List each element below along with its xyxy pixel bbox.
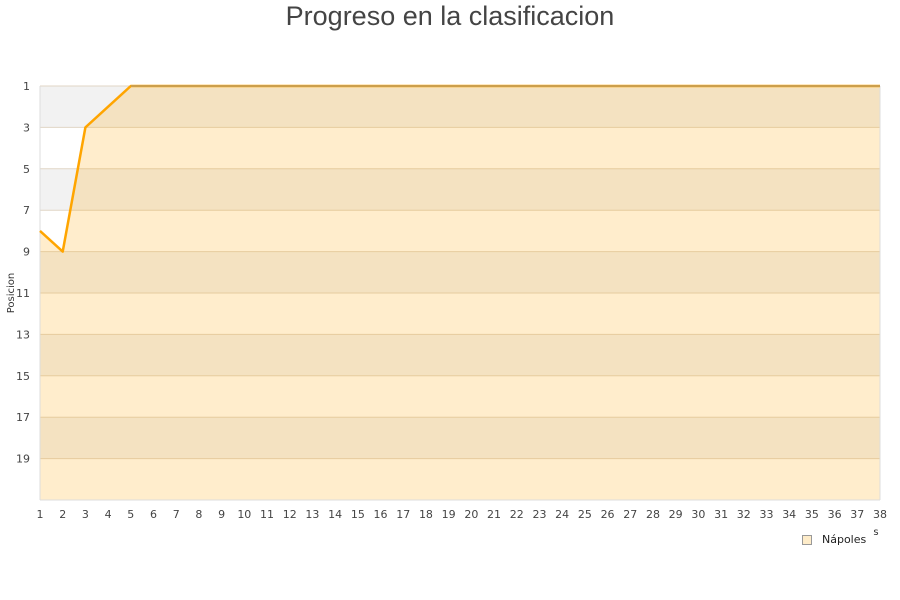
x-tick-label: 13 xyxy=(305,508,319,521)
series-area xyxy=(40,86,880,500)
x-tick-label: 33 xyxy=(759,508,773,521)
y-tick-label: 11 xyxy=(16,287,30,300)
grid-band xyxy=(40,127,880,169)
x-tick-label: 17 xyxy=(396,508,410,521)
chart-title: Progreso en la clasificacion xyxy=(285,1,615,31)
x-tick-label: 26 xyxy=(601,508,615,521)
x-tick-label: 2 xyxy=(59,508,66,521)
legend[interactable]: Nápoles xyxy=(802,533,866,546)
grid-band xyxy=(40,375,880,418)
y-tick-label: 9 xyxy=(23,246,30,259)
x-tick-label: 29 xyxy=(669,508,683,521)
grid-band xyxy=(40,417,880,459)
x-tick-label: 3 xyxy=(82,508,89,521)
x-tick-label: 8 xyxy=(195,508,202,521)
grid-band xyxy=(40,334,880,376)
y-tick-label: 17 xyxy=(16,411,30,424)
x-tick-label: 35 xyxy=(805,508,819,521)
x-tick-label: 37 xyxy=(850,508,864,521)
y-tick-label: 7 xyxy=(23,204,30,217)
y-tick-label: 3 xyxy=(23,121,30,134)
x-tick-label: 30 xyxy=(691,508,705,521)
x-tick-label: 4 xyxy=(105,508,112,521)
x-tick-label: 6 xyxy=(150,508,157,521)
grid-band xyxy=(40,293,880,335)
x-tick-label: 9 xyxy=(218,508,225,521)
legend-label: Nápoles xyxy=(822,533,867,546)
grid-band xyxy=(40,210,880,252)
x-tick-label: 34 xyxy=(782,508,796,521)
x-tick-label: 12 xyxy=(283,508,297,521)
x-tick-label: 11 xyxy=(260,508,274,521)
legend-swatch xyxy=(802,534,812,545)
x-tick-label: 5 xyxy=(127,508,134,521)
y-tick-label: 13 xyxy=(16,328,30,341)
x-tick-label: 23 xyxy=(532,508,546,521)
x-tick-label: 22 xyxy=(510,508,524,521)
x-tick-label: 38 xyxy=(873,508,887,521)
grid-band xyxy=(40,168,880,211)
x-tick-label: 15 xyxy=(351,508,365,521)
grid-band xyxy=(40,86,880,128)
x-tick-label: 31 xyxy=(714,508,728,521)
y-axis-title: Posicion xyxy=(6,273,17,314)
x-tick-label: 25 xyxy=(578,508,592,521)
x-tick-label: 19 xyxy=(442,508,456,521)
x-tick-label: 28 xyxy=(646,508,660,521)
x-tick-label: 20 xyxy=(464,508,478,521)
x-tick-label: 36 xyxy=(828,508,842,521)
x-tick-label: 24 xyxy=(555,508,569,521)
x-tick-label: 7 xyxy=(173,508,180,521)
x-tick-label: 1 xyxy=(37,508,44,521)
y-tick-label: 5 xyxy=(23,163,30,176)
x-tick-label: 14 xyxy=(328,508,342,521)
y-tick-label: 19 xyxy=(16,453,30,466)
x-tick-label: 18 xyxy=(419,508,433,521)
x-tick-label: 16 xyxy=(374,508,388,521)
y-tick-label: 1 xyxy=(23,80,30,93)
x-tick-label: 32 xyxy=(737,508,751,521)
grid-band xyxy=(40,251,880,293)
grid-band xyxy=(40,458,880,500)
x-tick-label: 10 xyxy=(237,508,251,521)
x-tick-label: 27 xyxy=(623,508,637,521)
x-tick-label: 21 xyxy=(487,508,501,521)
y-tick-label: 15 xyxy=(16,370,30,383)
x-axis-title-fragment: s xyxy=(873,527,878,538)
